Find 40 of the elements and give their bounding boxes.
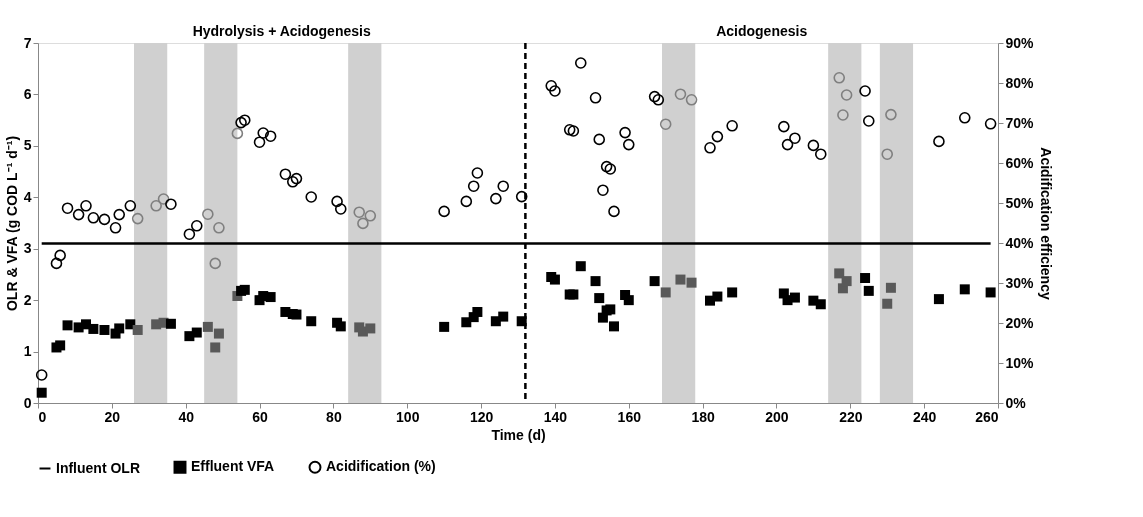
y2-tick-label: 0% xyxy=(1005,394,1027,411)
y2-tick-label: 80% xyxy=(1005,74,1035,91)
text: Acidogenesis xyxy=(716,23,808,39)
y-tick-label: 2 xyxy=(23,291,32,308)
y-axis-title: OLR & VFA (g COD L⁻¹ d⁻¹) xyxy=(3,135,20,312)
x-axis-title: Time (d) xyxy=(491,426,546,443)
x-tick-label: 260 xyxy=(975,408,999,425)
y-tick-label: 3 xyxy=(23,240,32,257)
x-tick-label: 120 xyxy=(469,408,494,425)
x-tick-label: 140 xyxy=(543,408,568,425)
x-tick-label: 40 xyxy=(178,408,195,425)
x-tick-label: 200 xyxy=(765,408,789,425)
y2-tick-label: 60% xyxy=(1005,154,1035,171)
y-tick-label: 4 xyxy=(23,188,32,205)
y2-tick-label: 30% xyxy=(1005,274,1035,291)
text: Hydrolysis + Acidogenesis xyxy=(192,23,371,39)
x-tick-label: 20 xyxy=(104,408,121,425)
y2-tick-label: 50% xyxy=(1005,194,1035,211)
x-tick-label: 180 xyxy=(691,408,716,425)
y2-axis-title: Acidification efficiency xyxy=(1037,147,1054,300)
x-tick-label: 160 xyxy=(617,408,642,425)
legend-label: Influent OLR xyxy=(56,459,140,476)
y2-tick-label: 20% xyxy=(1005,314,1035,331)
y2-tick-label: 10% xyxy=(1005,354,1035,371)
x-tick-label: 100 xyxy=(396,408,420,425)
y-tick-label: 0 xyxy=(23,394,32,411)
legend-label: Effluent VFA xyxy=(191,458,275,475)
y-tick-label: 6 xyxy=(23,85,32,102)
legend-label: Acidification (%) xyxy=(326,458,436,475)
x-tick-label: 240 xyxy=(912,408,937,425)
x-tick-label: 80 xyxy=(326,408,342,425)
x-tick-label: 0 xyxy=(38,408,47,425)
y2-tick-label: 40% xyxy=(1005,234,1035,251)
x-tick-label: 220 xyxy=(839,408,863,425)
y-tick-label: 7 xyxy=(23,34,32,51)
y2-tick-label: 90% xyxy=(1005,34,1035,51)
y-tick-label: 1 xyxy=(23,343,32,360)
y-tick-label: 5 xyxy=(23,137,32,154)
x-tick-label: 60 xyxy=(252,408,269,425)
y2-tick-label: 70% xyxy=(1005,114,1035,131)
